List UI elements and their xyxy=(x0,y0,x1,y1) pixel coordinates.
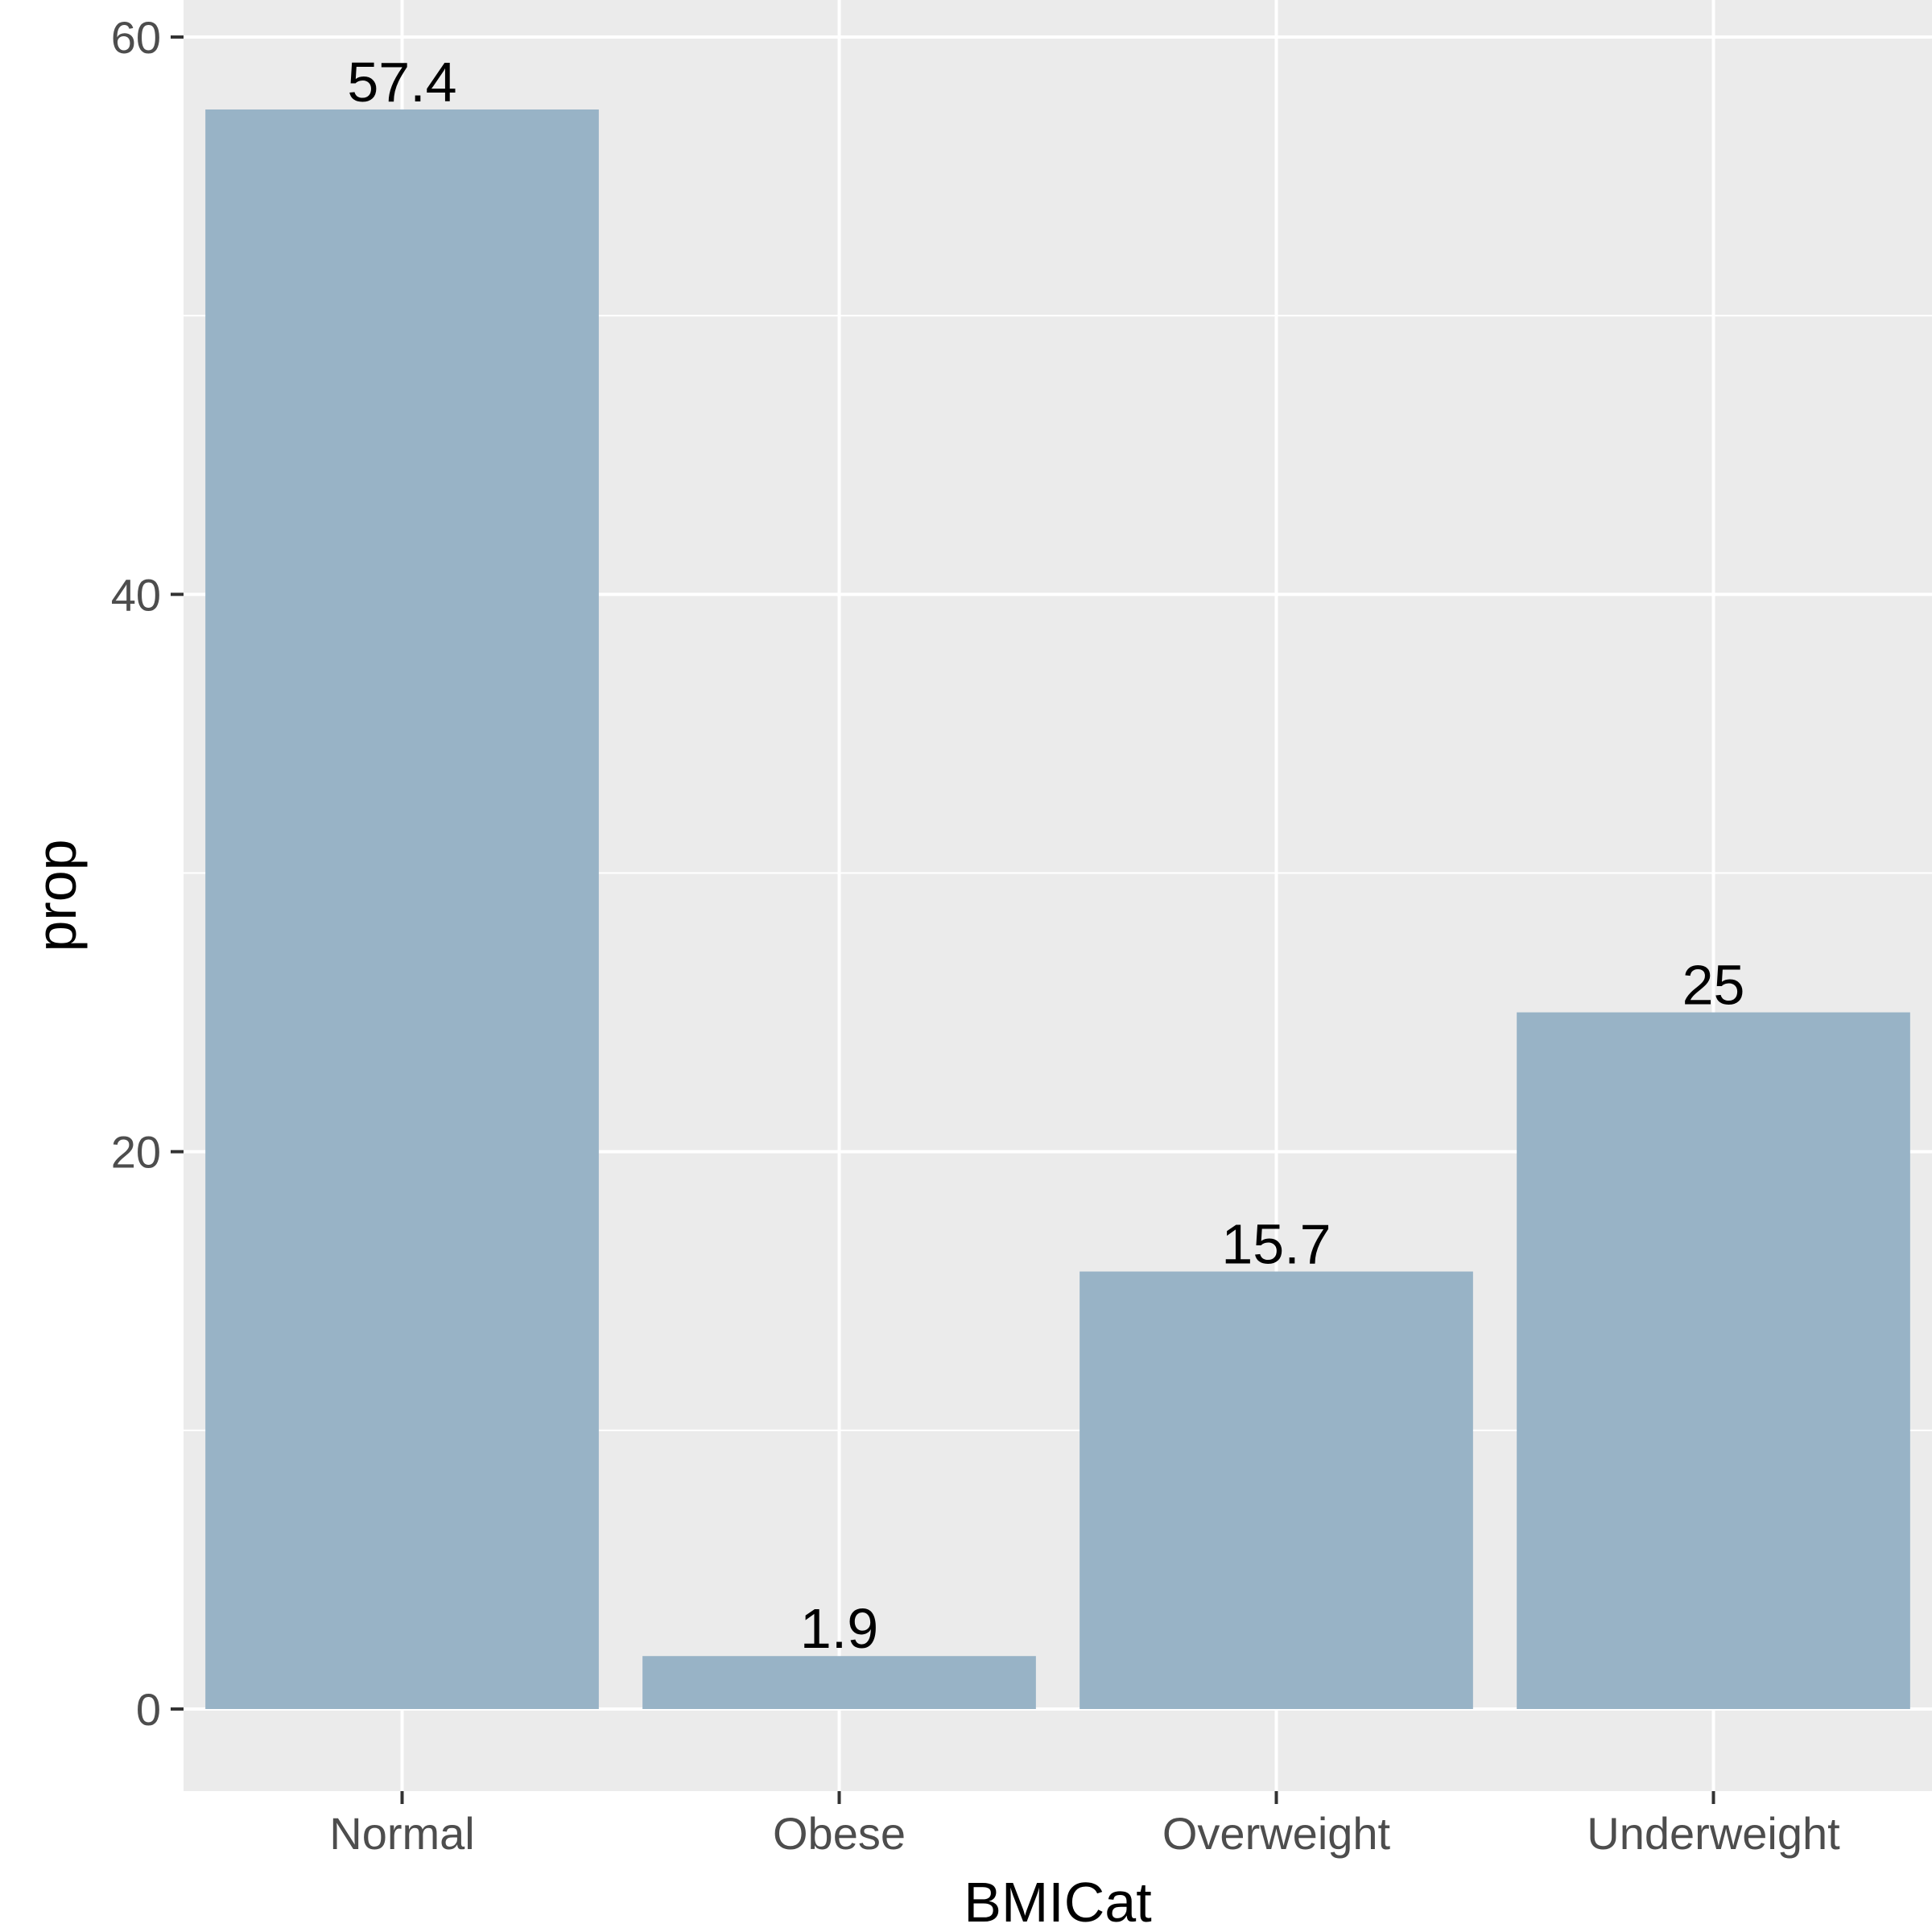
data-label: 1.9 xyxy=(800,1597,878,1660)
y-tick-label: 60 xyxy=(111,12,161,63)
x-tick-label: Obese xyxy=(773,1808,906,1859)
x-tick-label: Overweight xyxy=(1162,1808,1391,1859)
bar-overweight xyxy=(1080,1271,1473,1709)
data-label: 57.4 xyxy=(347,51,456,114)
x-axis: Normal Obese Overweight Underweight xyxy=(329,1791,1840,1859)
data-label: 25 xyxy=(1682,954,1745,1017)
y-axis: 0 20 40 60 xyxy=(111,12,184,1735)
y-tick-label: 0 xyxy=(136,1684,161,1735)
bar-underweight xyxy=(1517,1012,1910,1709)
x-tick-label: Underweight xyxy=(1587,1808,1840,1859)
bar-obese xyxy=(642,1656,1036,1709)
data-labels: 57.4 1.9 15.7 25 xyxy=(347,51,1744,1660)
x-tick-label: Normal xyxy=(329,1808,474,1859)
y-tick-label: 20 xyxy=(111,1127,161,1178)
x-axis-title: BMICat xyxy=(964,1871,1151,1932)
y-tick-label: 40 xyxy=(111,569,161,620)
bar-normal xyxy=(205,109,599,1710)
data-label: 15.7 xyxy=(1221,1213,1331,1276)
bars xyxy=(205,109,1910,1710)
y-axis-title: prop xyxy=(25,839,88,952)
